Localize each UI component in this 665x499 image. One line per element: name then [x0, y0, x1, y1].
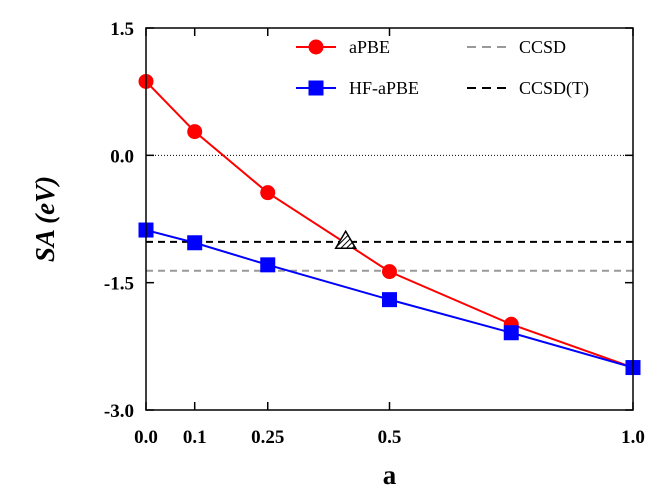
y-tick-label: 0.0: [110, 146, 134, 167]
x-tick-label: 0.25: [251, 427, 284, 448]
legend-ccsdt-label: CCSD(T): [519, 78, 589, 99]
hatched-triangle-annotation: [334, 229, 357, 249]
y-tick-label: -3.0: [104, 401, 134, 422]
x-tick-label: 1.0: [621, 427, 645, 448]
x-tick-label: 0.5: [378, 427, 402, 448]
x-tick-label: 0.0: [134, 427, 158, 448]
apbe-point: [260, 185, 276, 201]
hf-apbe-series-line: [145, 229, 634, 369]
x-tick-label: 0.1: [183, 427, 207, 448]
y-tick-label: 1.5: [110, 19, 134, 40]
series-markers: [138, 73, 641, 376]
hf-apbe-point: [382, 292, 397, 308]
hf-apbe-point: [187, 235, 203, 251]
axis-ticks: 1.50.0-1.5-3.00.0 0.1 0.25 0.5 1.0: [104, 19, 645, 448]
y-axis-label-unit: (eV): [30, 176, 60, 224]
apbe-point: [382, 264, 397, 280]
legend-apbe-label: aPBE: [349, 37, 390, 57]
y-axis-label-var: SA: [30, 230, 60, 262]
hf-apbe-point: [503, 325, 519, 341]
legend-apbe-marker: [308, 39, 324, 55]
hf-apbe-point: [260, 257, 276, 273]
y-axis-label: SA (eV): [30, 176, 60, 262]
legend-ccsd-label: CCSD: [519, 37, 566, 57]
legend-hfapbe-label: HF-aPBE: [349, 78, 419, 98]
apbe-series-line: [145, 80, 634, 369]
legend: aPBE HF-aPBE CCSD CCSD(T): [296, 37, 589, 99]
x-axis-label: a: [383, 460, 397, 490]
y-tick-label: -1.5: [104, 274, 134, 295]
apbe-point: [187, 124, 203, 140]
legend-hfapbe-marker: [308, 80, 324, 96]
